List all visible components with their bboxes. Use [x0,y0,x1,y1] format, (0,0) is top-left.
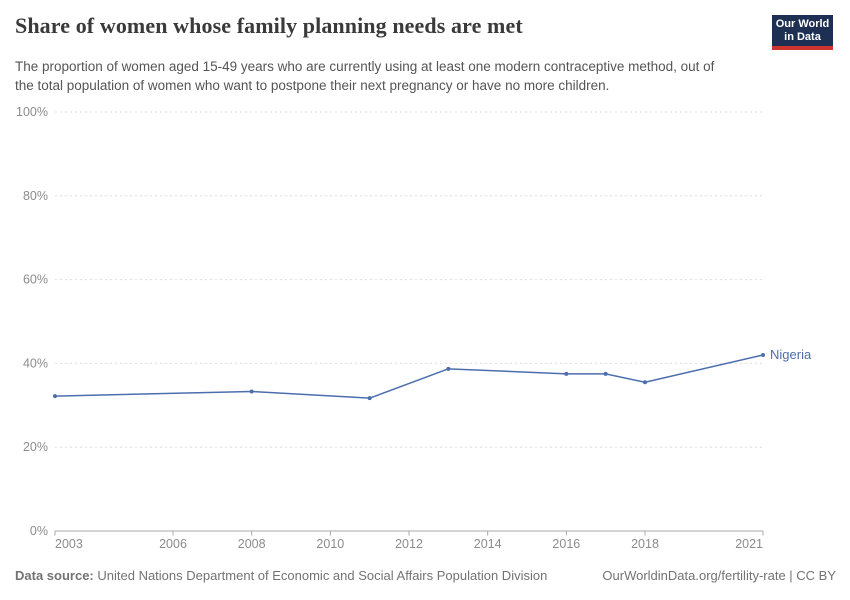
y-axis-tick-label: 80% [23,189,48,203]
y-axis-tick-label: 0% [30,524,48,538]
y-axis-tick-label: 60% [23,273,48,287]
y-axis-tick-label: 40% [23,356,48,370]
owid-logo-line2: in Data [784,30,821,43]
chart-footer: Data source: United Nations Department o… [15,568,836,583]
data-point[interactable] [53,394,57,399]
owid-logo[interactable]: Our World in Data [772,15,833,50]
x-axis-tick-label: 2014 [474,537,502,551]
x-axis-tick-label: 2006 [159,537,187,551]
y-axis-tick-label: 100% [16,105,48,119]
data-point[interactable] [446,366,451,371]
y-axis-tick-label: 20% [23,440,48,454]
series-line[interactable] [54,354,764,399]
x-axis-tick-label: 2021 [735,537,763,551]
credit-link[interactable]: OurWorldinData.org/fertility-rate | CC B… [602,568,836,583]
x-axis-tick-label: 2018 [631,537,659,551]
data-point[interactable] [603,371,608,376]
data-point[interactable] [367,396,372,401]
x-axis-tick-label: 2016 [552,537,580,551]
data-point[interactable] [643,380,647,385]
owid-logo-line1: Our World [775,17,830,30]
series-entity-label[interactable]: Nigeria [770,347,812,362]
chart-subtitle: The proportion of women aged 15-49 years… [15,59,715,93]
data-point[interactable] [564,371,569,376]
x-axis-tick-label: 2012 [395,537,423,551]
chart-title: Share of women whose family planning nee… [15,13,523,38]
data-source-text: United Nations Department of Economic an… [97,568,548,583]
data-point[interactable] [249,389,254,394]
x-axis-tick-label: 2003 [55,537,83,551]
data-source-label: Data source: [15,568,94,583]
data-source: Data source: United Nations Department o… [15,568,547,583]
x-axis-tick-label: 2008 [238,537,266,551]
x-axis-tick-label: 2010 [316,537,344,551]
data-point[interactable] [761,353,765,358]
